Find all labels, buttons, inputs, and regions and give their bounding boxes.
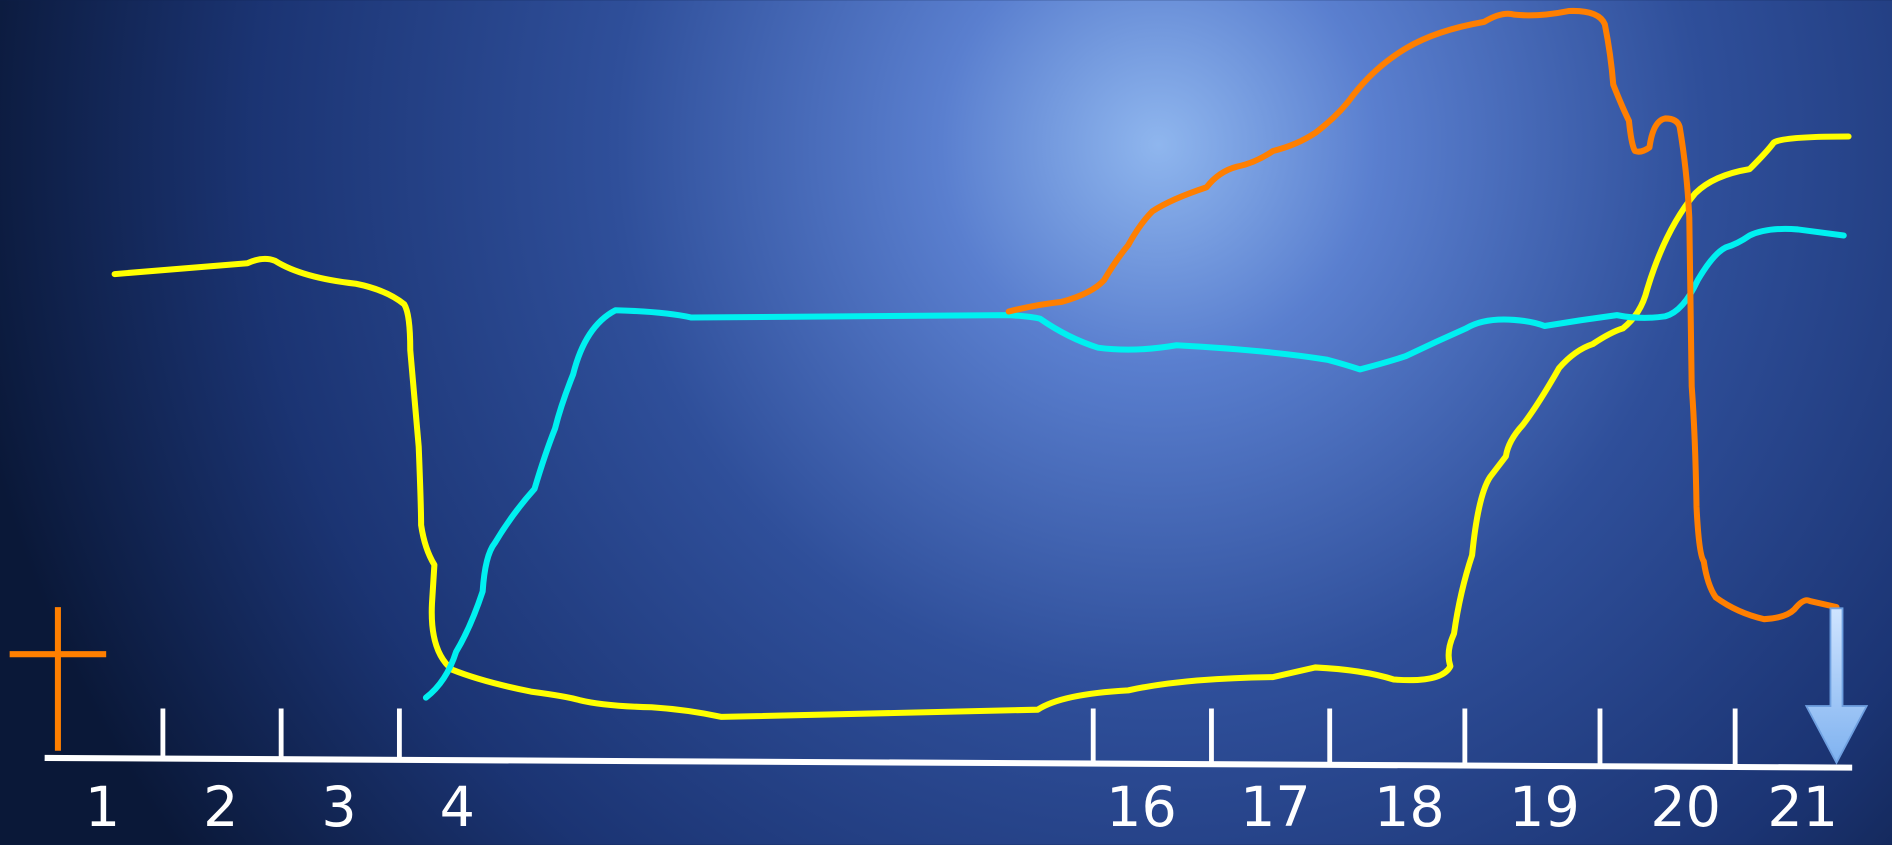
timeline-label: 17 <box>1240 775 1311 840</box>
timeline-label: 4 <box>440 775 475 840</box>
background <box>0 0 1892 845</box>
slide: 1 2 3 4 16 17 18 19 20 21 <box>0 0 1892 845</box>
timeline-label: 16 <box>1106 775 1177 840</box>
timeline-label: 18 <box>1374 775 1445 840</box>
timeline-label: 21 <box>1767 775 1838 840</box>
timeline-label: 3 <box>321 775 356 840</box>
timeline-label: 20 <box>1650 775 1721 840</box>
timeline-label: 19 <box>1509 775 1580 840</box>
timeline-label: 1 <box>85 775 120 840</box>
timeline-label: 2 <box>203 775 238 840</box>
